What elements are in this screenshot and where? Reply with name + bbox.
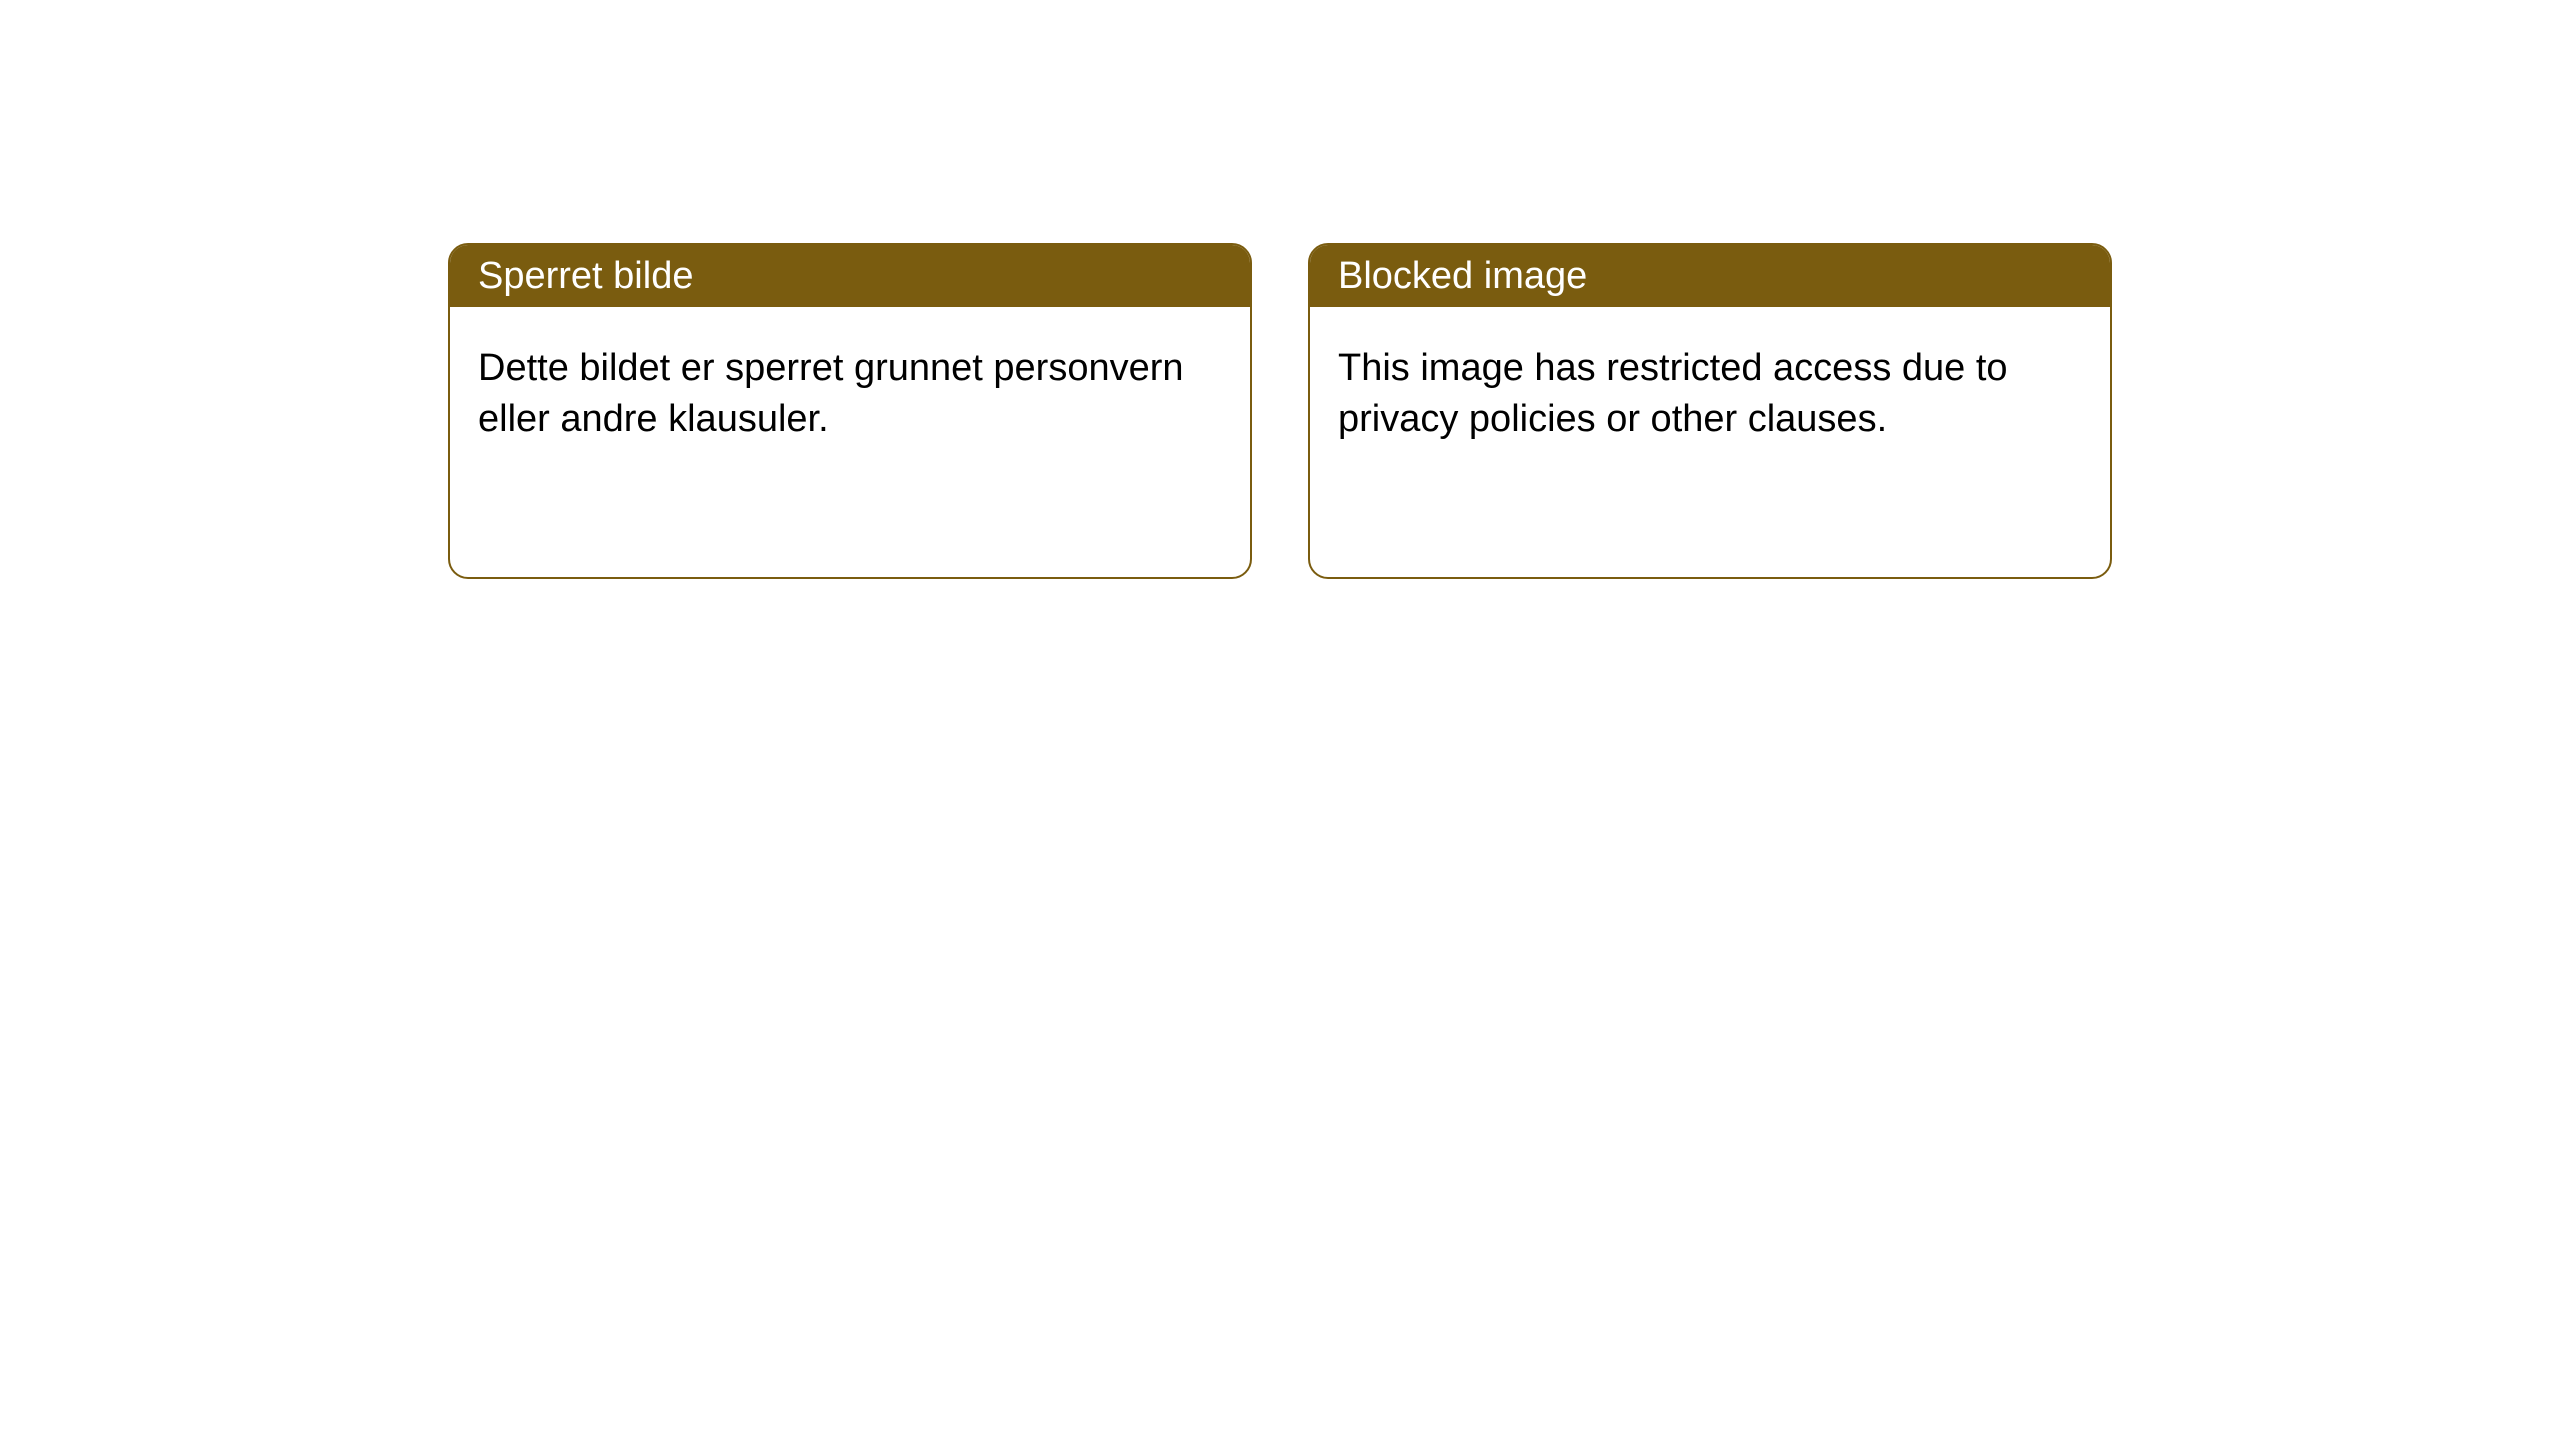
- notice-text-no: Dette bildet er sperret grunnet personve…: [478, 347, 1184, 440]
- notice-card-en: Blocked image This image has restricted …: [1308, 243, 2112, 579]
- notice-header-en: Blocked image: [1310, 245, 2110, 307]
- notice-card-no: Sperret bilde Dette bildet er sperret gr…: [448, 243, 1252, 579]
- notice-title-no: Sperret bilde: [478, 255, 693, 298]
- notice-title-en: Blocked image: [1338, 255, 1587, 298]
- notice-container: Sperret bilde Dette bildet er sperret gr…: [0, 0, 2560, 579]
- notice-header-no: Sperret bilde: [450, 245, 1250, 307]
- notice-body-no: Dette bildet er sperret grunnet personve…: [450, 307, 1250, 482]
- notice-text-en: This image has restricted access due to …: [1338, 347, 2008, 440]
- notice-body-en: This image has restricted access due to …: [1310, 307, 2110, 482]
